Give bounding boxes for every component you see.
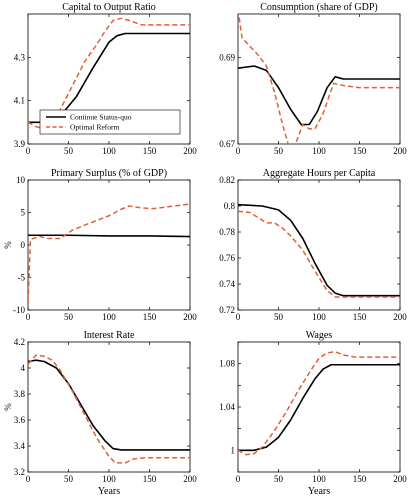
y-tick-label: 4.3: [14, 52, 26, 62]
x-tick-label: 200: [393, 146, 407, 156]
x-axis-label: Years: [98, 486, 120, 497]
x-tick-label: 100: [312, 146, 326, 156]
y-tick-label: 4.1: [14, 96, 25, 106]
y-tick-label: 0.74: [219, 279, 235, 289]
y-tick-label: 1.08: [219, 359, 235, 369]
y-tick-label: 0.8: [224, 201, 236, 211]
x-tick-label: 100: [102, 474, 116, 484]
x-tick-label: 50: [274, 146, 284, 156]
x-tick-label: 100: [312, 312, 326, 322]
y-tick-label: 3.9: [14, 139, 26, 149]
series-line-status-quo: [28, 359, 190, 451]
axes-frame: [237, 341, 401, 473]
subplot-2: Consumption (share of GDP) 0 50 100 150 200 0.…: [219, 2, 407, 156]
x-tick-label: 200: [183, 474, 197, 484]
y-tick-label: -5: [18, 273, 26, 283]
x-tick-label: 200: [183, 312, 197, 322]
x-tick-label: 150: [353, 474, 367, 484]
subplot-3: Primary Surplus (% of GDP)0 50 100 150 200-1…: [3, 168, 197, 322]
x-tick-label: 0: [26, 474, 31, 484]
x-tick-label: 50: [64, 474, 74, 484]
x-tick-label: 150: [143, 312, 157, 322]
subplot-title: Primary Surplus (% of GDP): [51, 168, 167, 179]
series-line-optimal-reform: [238, 14, 400, 144]
axes-frame: [237, 179, 401, 311]
x-axis-label: Years: [308, 486, 330, 497]
subplot-title: Interest Rate: [84, 330, 135, 341]
legend-box: [39, 109, 181, 135]
y-tick-label: 3.4: [14, 441, 26, 451]
y-axis-label: %: [3, 241, 13, 249]
x-tick-label: 150: [353, 146, 367, 156]
series-line-status-quo: [238, 203, 400, 297]
y-tick-label: 0.82: [219, 175, 235, 185]
y-tick-label: 1: [231, 445, 236, 455]
y-tick-label: 1.04: [219, 402, 235, 412]
series-line-optimal-reform: [28, 354, 190, 464]
y-tick-label: 10: [16, 175, 26, 185]
x-tick-label: 0: [26, 146, 31, 156]
y-tick-label: 3.2: [14, 467, 25, 477]
x-tick-label: 200: [393, 312, 407, 322]
y-tick-label: 0.76: [219, 253, 235, 263]
x-tick-label: 100: [312, 474, 326, 484]
series-line-optimal-reform: [28, 203, 190, 303]
y-tick-label: 0: [21, 240, 26, 250]
legend-label: Continue Status-quo: [70, 113, 132, 122]
axes-frame: [27, 341, 191, 473]
subplot-4: Aggregate Hours per Capita 0 50 100 150 200 0.…: [219, 168, 407, 322]
series-line-optimal-reform: [238, 351, 400, 456]
subplot-title: Consumption (share of GDP): [260, 2, 378, 13]
x-tick-label: 50: [274, 312, 284, 322]
y-tick-label: -10: [13, 305, 25, 315]
y-axis-label: %: [3, 403, 13, 411]
x-tick-label: 0: [236, 474, 241, 484]
x-tick-label: 50: [64, 312, 74, 322]
series-line-status-quo: [28, 32, 190, 124]
y-tick-label: 0.72: [219, 305, 235, 315]
x-tick-label: 200: [393, 474, 407, 484]
x-tick-label: 150: [353, 312, 367, 322]
subplot-title: Capital to Output Ratio: [62, 2, 156, 13]
y-tick-label: 3.8: [14, 389, 26, 399]
y-tick-label: 0.69: [219, 52, 235, 62]
x-tick-label: 50: [274, 474, 284, 484]
axes-frame: [27, 179, 191, 311]
y-tick-label: 4: [21, 363, 26, 373]
x-tick-label: 150: [143, 474, 157, 484]
subplot-5: Interest Rate 0 50 100 150 200 3.2 3.4 3.6 3.8 4 4.…: [3, 330, 197, 497]
x-tick-label: 100: [102, 146, 116, 156]
legend-label: Optimal Reform: [70, 123, 120, 132]
y-tick-label: 0.78: [219, 227, 235, 237]
series-line-optimal-reform: [238, 210, 400, 298]
x-tick-label: 50: [64, 146, 74, 156]
subplot-title: Wages: [306, 330, 333, 341]
series-line-status-quo: [28, 234, 190, 238]
subplot-title: Aggregate Hours per Capita: [263, 168, 376, 179]
x-tick-label: 0: [26, 312, 31, 322]
subplot-6: Wages 0 50 100 150 200 1 1.04 1.08 Years: [219, 330, 407, 497]
y-tick-label: 5: [21, 208, 26, 218]
y-tick-label: 4.2: [14, 337, 25, 347]
series-line-status-quo: [238, 363, 400, 452]
x-tick-label: 150: [143, 146, 157, 156]
x-tick-label: 0: [236, 312, 241, 322]
y-tick-label: 0.67: [219, 139, 235, 149]
x-tick-label: 100: [102, 312, 116, 322]
x-tick-label: 0: [236, 146, 241, 156]
series-line-status-quo: [238, 65, 400, 126]
x-tick-label: 200: [183, 146, 197, 156]
y-tick-label: 3.6: [14, 415, 26, 425]
subplot-1: Capital to Output Ratio 0 50 100 150 200 3.9 4.…: [14, 2, 198, 156]
